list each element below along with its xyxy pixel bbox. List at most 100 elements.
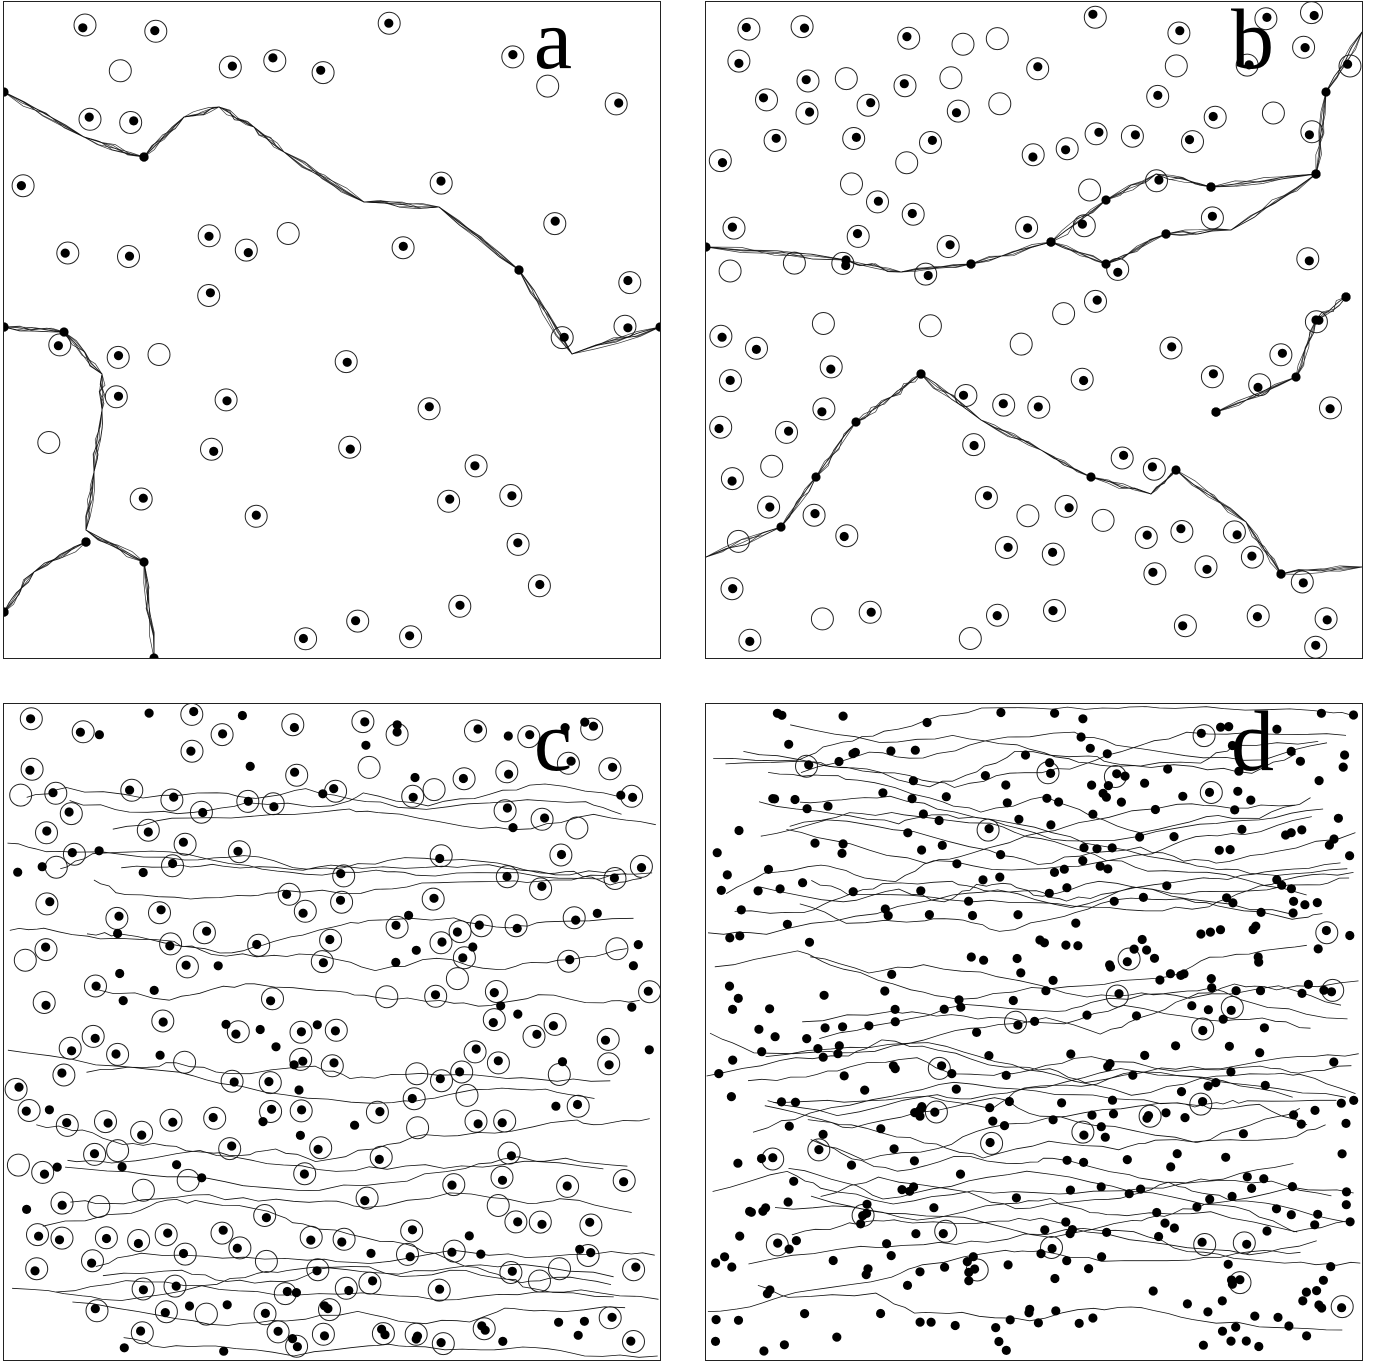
pin-circle bbox=[464, 719, 487, 743]
pin-circle bbox=[719, 369, 742, 393]
particle-dot bbox=[408, 792, 418, 802]
pin-circle bbox=[1300, 2, 1323, 25]
particle-dot bbox=[562, 1181, 572, 1191]
particle-dot bbox=[165, 941, 175, 951]
panel-b-label: b bbox=[1231, 1, 1274, 87]
particle-dot bbox=[773, 1238, 783, 1248]
particle-dot bbox=[1325, 404, 1335, 414]
particle-dot bbox=[1176, 1087, 1187, 1097]
particle-dot bbox=[186, 746, 196, 756]
particle-dot bbox=[245, 761, 255, 771]
trajectory-line bbox=[4, 91, 660, 355]
particle-dot bbox=[1310, 1220, 1320, 1230]
pin-circle bbox=[1191, 1017, 1215, 1041]
pin-circle bbox=[482, 1008, 506, 1032]
particle-dot bbox=[751, 344, 761, 354]
pin-circle bbox=[1314, 607, 1338, 631]
pin-circle bbox=[401, 784, 425, 808]
pin-circle bbox=[334, 350, 358, 374]
particle-dot bbox=[1107, 843, 1117, 853]
particle-dot bbox=[1092, 295, 1102, 305]
pin-circle bbox=[1220, 995, 1244, 1019]
particle-dot bbox=[452, 927, 462, 937]
particle-dot bbox=[717, 332, 727, 342]
particle-dot bbox=[770, 794, 780, 804]
particle-dot bbox=[1226, 1067, 1236, 1077]
particle-dot bbox=[1078, 714, 1088, 724]
trajectory-line bbox=[706, 373, 1362, 575]
pin-circle bbox=[214, 388, 238, 412]
particle-dot bbox=[643, 986, 653, 996]
particle-dot bbox=[1298, 578, 1308, 588]
particle-dot bbox=[799, 23, 810, 33]
panel-d-label: d bbox=[1231, 703, 1274, 789]
pin-circle bbox=[980, 1131, 1004, 1155]
particle-dot bbox=[296, 1027, 306, 1037]
pin-circle bbox=[203, 1106, 227, 1130]
pin-circle bbox=[104, 385, 128, 409]
particle-dot bbox=[1301, 1287, 1311, 1297]
pin-circle bbox=[988, 92, 1012, 116]
particle-dot bbox=[1254, 1341, 1264, 1352]
particle-dot bbox=[902, 1280, 913, 1290]
pin-circle bbox=[85, 1299, 109, 1323]
particle-dot bbox=[368, 1276, 378, 1286]
particle-dot bbox=[724, 981, 735, 991]
particle-dot bbox=[1142, 945, 1152, 955]
particle-dot bbox=[1176, 970, 1186, 980]
pin-circle bbox=[173, 1050, 197, 1074]
particle-dot bbox=[1259, 1023, 1269, 1033]
particle-dot bbox=[391, 957, 401, 967]
particle-dot bbox=[488, 1018, 498, 1028]
particle-dot bbox=[1196, 728, 1206, 738]
particle-dot bbox=[886, 746, 896, 756]
particle-dot bbox=[1001, 1345, 1011, 1355]
trajectory-line bbox=[714, 944, 1307, 1000]
pin-circle bbox=[375, 985, 399, 1009]
pin-circle bbox=[159, 932, 183, 956]
particle-dot bbox=[158, 1017, 168, 1027]
particle-dot bbox=[513, 538, 523, 548]
trajectory-line bbox=[758, 801, 1324, 842]
pin-circle bbox=[258, 1071, 282, 1095]
particle-dot bbox=[984, 1051, 994, 1061]
particle-dot bbox=[502, 871, 512, 882]
pin-circle bbox=[598, 757, 622, 781]
pin-circle bbox=[985, 27, 1009, 51]
particle-dot bbox=[897, 1185, 907, 1195]
particle-dot bbox=[392, 727, 402, 737]
pin-circle bbox=[1203, 105, 1227, 129]
particle-dot bbox=[887, 969, 897, 979]
pin-circle bbox=[517, 725, 541, 749]
particle-dot bbox=[1198, 1340, 1208, 1350]
particle-dot bbox=[950, 1320, 960, 1331]
particle-dot bbox=[1079, 375, 1089, 386]
particle-dot bbox=[1211, 407, 1221, 417]
particle-dot bbox=[722, 870, 732, 880]
particle-dot bbox=[1114, 989, 1124, 999]
particle-dot bbox=[1166, 1162, 1176, 1172]
particle-dot bbox=[790, 1097, 801, 1107]
particle-dot bbox=[1077, 219, 1087, 229]
trajectory-line bbox=[760, 819, 1356, 865]
particle-dot bbox=[312, 1266, 322, 1276]
trajectory-line bbox=[757, 1285, 1343, 1331]
particle-dot bbox=[489, 988, 499, 998]
pin-circle bbox=[448, 594, 472, 618]
particle-dot bbox=[930, 1107, 940, 1117]
particle-dot bbox=[714, 1069, 724, 1079]
particle-dot bbox=[1036, 1249, 1046, 1259]
particle-dot bbox=[937, 1061, 947, 1071]
pin-circle bbox=[306, 1258, 330, 1282]
pin-circle bbox=[720, 467, 744, 491]
particle-dot bbox=[1023, 223, 1033, 233]
particle-dot bbox=[856, 1219, 866, 1229]
particle-dot bbox=[1242, 1172, 1252, 1182]
pin-circle bbox=[144, 19, 168, 43]
trajectory-line bbox=[4, 541, 87, 613]
particle-dot bbox=[616, 790, 626, 800]
particle-dot bbox=[998, 399, 1008, 409]
particle-dot bbox=[1337, 1303, 1347, 1313]
pin-circle bbox=[745, 336, 768, 360]
particle-dot bbox=[988, 1116, 998, 1126]
